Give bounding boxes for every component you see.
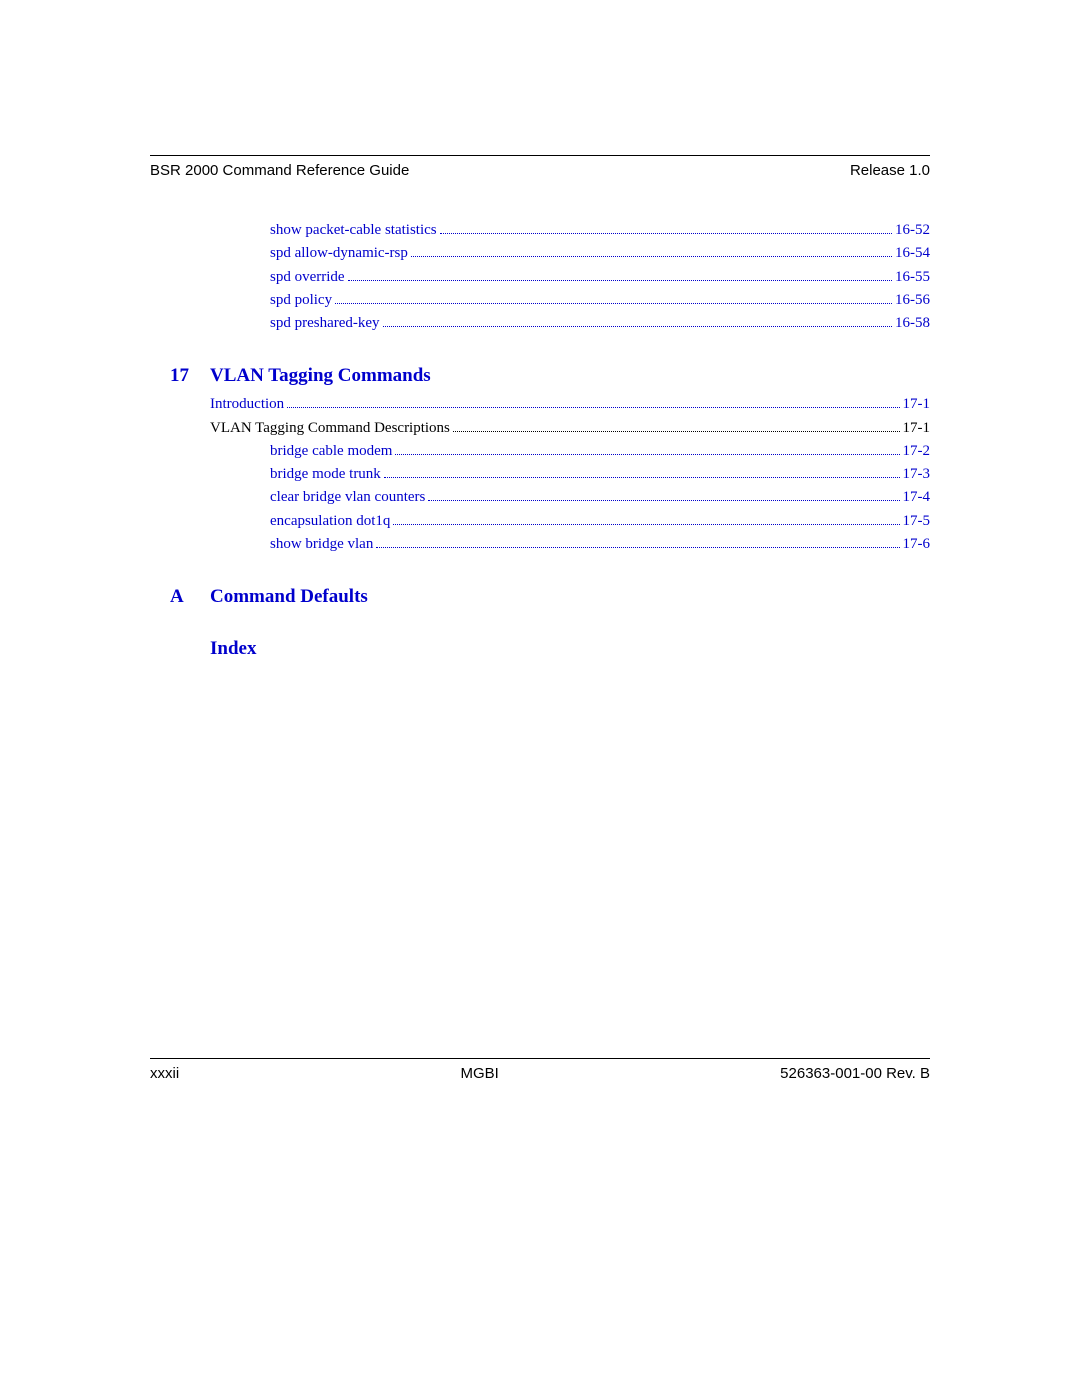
- toc-entry[interactable]: spd preshared-key 16-58: [270, 312, 930, 335]
- toc-leader: [411, 256, 892, 257]
- toc-page: 17-2: [903, 440, 931, 463]
- chapter-title: VLAN Tagging Commands: [210, 365, 431, 387]
- toc-leader: [335, 303, 892, 304]
- toc-block-continuation: show packet-cable statistics 16-52 spd a…: [150, 219, 930, 335]
- toc-page: 17-5: [903, 510, 931, 533]
- chapter-heading-17[interactable]: 17 VLAN Tagging Commands: [170, 365, 930, 387]
- toc-label: show packet-cable statistics: [270, 219, 437, 242]
- toc-entry[interactable]: bridge mode trunk 17-3: [270, 463, 930, 486]
- index-heading[interactable]: Index: [210, 638, 930, 660]
- footer-docid: 526363-001-00 Rev. B: [780, 1065, 930, 1082]
- toc-entry[interactable]: spd policy 16-56: [270, 289, 930, 312]
- header-title: BSR 2000 Command Reference Guide: [150, 162, 409, 179]
- toc-entry[interactable]: encapsulation dot1q 17-5: [270, 510, 930, 533]
- toc-entry[interactable]: Introduction 17-1: [210, 393, 930, 416]
- toc-entry[interactable]: VLAN Tagging Command Descriptions 17-1: [210, 417, 930, 440]
- toc-label: show bridge vlan: [270, 533, 373, 556]
- appendix-heading-a[interactable]: A Command Defaults: [170, 586, 930, 608]
- appendix-letter: A: [170, 586, 210, 608]
- toc-page: 17-4: [903, 486, 931, 509]
- toc-entry[interactable]: show packet-cable statistics 16-52: [270, 219, 930, 242]
- toc-label: bridge cable modem: [270, 440, 392, 463]
- footer-rule: [150, 1058, 930, 1059]
- toc-leader: [348, 280, 892, 281]
- index-title: Index: [210, 638, 256, 659]
- toc-leader: [376, 547, 899, 548]
- toc-page: 16-56: [895, 289, 930, 312]
- toc-label: spd policy: [270, 289, 332, 312]
- toc-leader: [428, 500, 899, 501]
- toc-entry[interactable]: spd allow-dynamic-rsp 16-54: [270, 242, 930, 265]
- toc-page: 16-52: [895, 219, 930, 242]
- toc-page: 16-54: [895, 242, 930, 265]
- toc-leader: [440, 233, 892, 234]
- toc-page: 16-55: [895, 266, 930, 289]
- footer-center: MGBI: [461, 1065, 499, 1082]
- footer-line: xxxii MGBI 526363-001-00 Rev. B: [150, 1065, 930, 1082]
- toc-page: 16-58: [895, 312, 930, 335]
- toc-label: clear bridge vlan counters: [270, 486, 425, 509]
- footer-page-number: xxxii: [150, 1065, 179, 1082]
- toc-page: 17-3: [903, 463, 931, 486]
- toc-page: 17-1: [903, 393, 931, 416]
- chapter-number: 17: [170, 365, 210, 387]
- toc-entry[interactable]: clear bridge vlan counters 17-4: [270, 486, 930, 509]
- toc-label: bridge mode trunk: [270, 463, 381, 486]
- toc-label: spd allow-dynamic-rsp: [270, 242, 408, 265]
- header-release: Release 1.0: [850, 162, 930, 179]
- toc-leader: [287, 407, 899, 408]
- toc-page: 17-6: [903, 533, 931, 556]
- toc-leader: [393, 524, 899, 525]
- toc-leader: [383, 326, 892, 327]
- header-rule: [150, 155, 930, 156]
- toc-entry[interactable]: spd override 16-55: [270, 266, 930, 289]
- toc-leader: [395, 454, 899, 455]
- toc-label: VLAN Tagging Command Descriptions: [210, 417, 450, 440]
- toc-block-ch17: Introduction 17-1 VLAN Tagging Command D…: [150, 393, 930, 556]
- toc-label: spd override: [270, 266, 345, 289]
- toc-entry[interactable]: bridge cable modem 17-2: [270, 440, 930, 463]
- page-footer: xxxii MGBI 526363-001-00 Rev. B: [150, 1058, 930, 1082]
- toc-leader: [453, 431, 900, 432]
- toc-entry[interactable]: show bridge vlan 17-6: [270, 533, 930, 556]
- toc-leader: [384, 477, 900, 478]
- document-page: BSR 2000 Command Reference Guide Release…: [0, 0, 1080, 1162]
- toc-label: spd preshared-key: [270, 312, 380, 335]
- appendix-title: Command Defaults: [210, 586, 368, 608]
- toc-label: Introduction: [210, 393, 284, 416]
- page-header: BSR 2000 Command Reference Guide Release…: [150, 162, 930, 179]
- toc-page: 17-1: [903, 417, 931, 440]
- toc-label: encapsulation dot1q: [270, 510, 390, 533]
